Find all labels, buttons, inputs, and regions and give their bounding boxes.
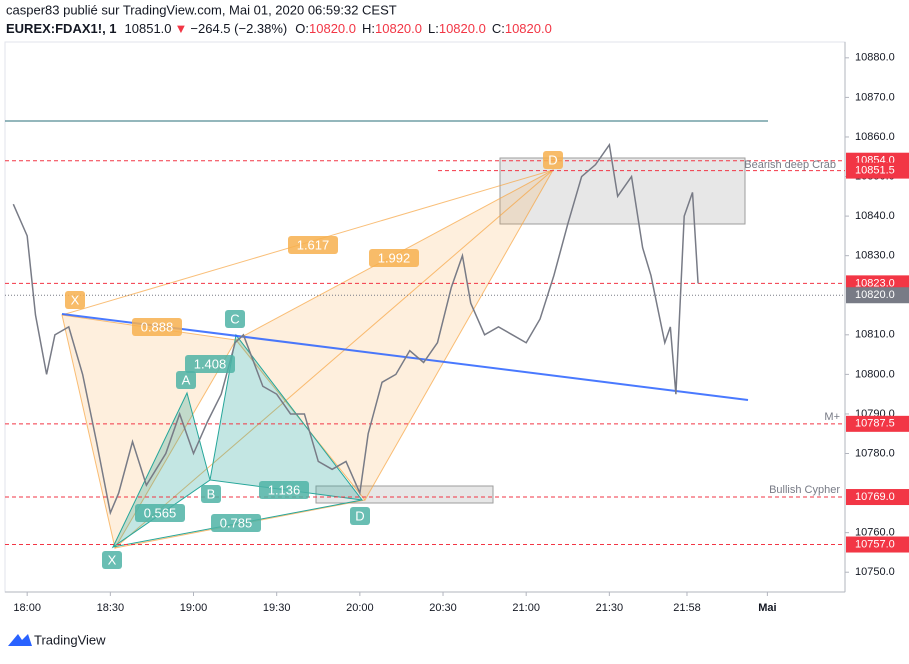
x-tick-label: 18:00	[13, 602, 41, 614]
ohlc-key: H:	[362, 21, 375, 36]
pattern-tag-label: X	[71, 292, 80, 307]
price: 10851.0	[125, 21, 172, 36]
y-tick-label: 10870.0	[855, 91, 895, 103]
y-tick-label: 10760.0	[855, 527, 895, 539]
x-tick-label: 19:00	[180, 602, 208, 614]
brand-logo	[8, 634, 32, 646]
level-tag-label: 10757.0	[855, 538, 895, 550]
annotation: Bearish deep Crab	[744, 159, 836, 171]
symbol-line: EUREX:FDAX1!, 1 10851.0 ▼ −264.5 (−2.38%) O:…	[6, 21, 552, 36]
pattern-tag	[288, 236, 338, 254]
byline: casper83 publié sur TradingView.com, Mai…	[6, 2, 397, 17]
ohlc-value: 10820.0	[505, 21, 552, 36]
ohlc-key: L:	[428, 21, 439, 36]
arrow: ▼	[175, 21, 188, 36]
ohlc-value: 10820.0	[309, 21, 356, 36]
level-tag-label: 10851.5	[855, 165, 895, 177]
pattern-tag-label: 0.565	[144, 505, 177, 520]
y-tick-label: 10840.0	[855, 210, 895, 222]
y-tick-label: 10860.0	[855, 131, 895, 143]
x-tick-label: 21:30	[596, 602, 624, 614]
level-tag	[846, 489, 909, 506]
x-tick-label: 20:30	[429, 602, 457, 614]
y-tick-label: 10810.0	[855, 329, 895, 341]
pattern-tag	[176, 371, 196, 389]
pattern-tag	[102, 551, 122, 569]
change: −264.5 (−2.38%)	[190, 21, 287, 36]
x-tick-label: 21:00	[512, 602, 540, 614]
annotation: Bullish Cypher	[769, 484, 840, 496]
pattern-tag	[259, 481, 309, 499]
level-tag-label: 10820.0	[855, 289, 895, 301]
level-tag-label: 10787.5	[855, 418, 895, 430]
annotation: M+	[824, 411, 840, 423]
pattern-tag	[350, 507, 370, 525]
pattern-tag-label: 1.408	[194, 356, 227, 371]
pattern-tag	[185, 355, 235, 373]
pattern-tag	[225, 310, 245, 328]
pattern-tag-label: 1.992	[378, 250, 411, 265]
pattern-tag-label: A	[182, 372, 191, 387]
pattern-tag	[369, 249, 419, 267]
level-tag	[846, 536, 909, 553]
x-tick-label: 18:30	[97, 602, 125, 614]
y-tick-label: 10780.0	[855, 447, 895, 459]
y-tick-label: 10880.0	[855, 52, 895, 64]
pattern-tag-label: B	[207, 486, 216, 501]
level-tag	[846, 162, 909, 179]
pattern-tag	[65, 291, 85, 309]
symbol: EUREX:FDAX1!, 1	[6, 21, 117, 36]
ohlc: O:10820.0 H:10820.0 L:10820.0 C:10820.0	[295, 21, 552, 36]
ohlc-key: O:	[295, 21, 309, 36]
y-tick-label: 10750.0	[855, 566, 895, 578]
ohlc-value: 10820.0	[439, 21, 486, 36]
pattern-tag-label: X	[108, 552, 117, 567]
y-tick-label: 10830.0	[855, 250, 895, 262]
pattern-tag-label: D	[355, 508, 364, 523]
pattern-tag-label: C	[230, 311, 239, 326]
level-tag-label: 10823.0	[855, 277, 895, 289]
ohlc-key: C:	[492, 21, 505, 36]
ohlc-value: 10820.0	[375, 21, 422, 36]
pattern-tag	[135, 504, 185, 522]
x-tick-label: 21:58	[673, 602, 701, 614]
x-tick-label: Mai	[758, 602, 776, 614]
pattern-tag-label: 0.785	[220, 515, 253, 530]
y-tick-label: 10800.0	[855, 368, 895, 380]
pattern-tag-label: 0.888	[141, 319, 174, 334]
price-line	[12, 142, 699, 516]
x-tick-label: 20:00	[346, 602, 374, 614]
pattern-tag	[132, 318, 182, 336]
pattern-tag-label: 1.617	[297, 237, 330, 252]
x-tick-label: 19:30	[263, 602, 291, 614]
brand: TradingView	[34, 632, 106, 647]
pattern-tag-label: 1.136	[268, 482, 301, 497]
pattern-tag	[543, 151, 563, 169]
level-tag	[846, 415, 909, 432]
pattern-tag	[211, 514, 261, 532]
level-tag-label: 10769.0	[855, 491, 895, 503]
pattern-tag-label: D	[548, 152, 557, 167]
level-tag	[846, 287, 909, 304]
crab-line	[114, 169, 554, 549]
pattern-tag	[201, 485, 221, 503]
